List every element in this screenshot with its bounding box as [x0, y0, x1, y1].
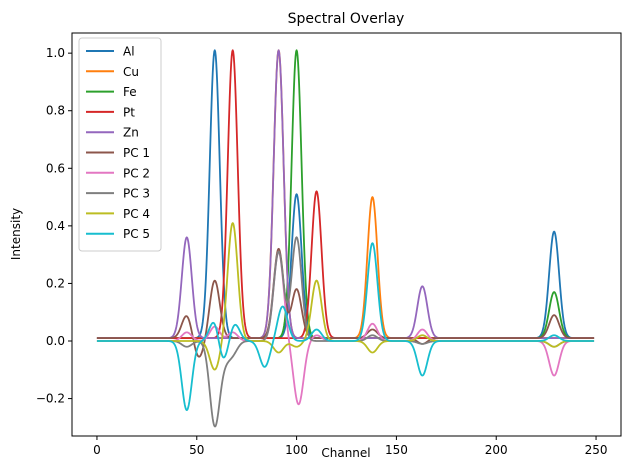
- y-axis: −0.2 0.0 0.2 0.4 0.6 0.8 1.0: [36, 46, 72, 406]
- legend: Al Cu Fe Pt Zn PC 1 PC 2 PC 3 PC 4 PC 5: [78, 37, 162, 252]
- x-tick-label: 150: [385, 443, 408, 457]
- x-tick-label: 100: [285, 443, 308, 457]
- legend-label: PC 5: [123, 227, 150, 241]
- legend-label: Fe: [123, 85, 137, 99]
- legend-label: PC 2: [123, 166, 150, 180]
- y-tick-label: 0.6: [46, 161, 65, 175]
- y-tick-label: 1.0: [46, 46, 65, 60]
- series-line-pc-5: [96, 242, 595, 411]
- legend-label: Cu: [123, 65, 139, 79]
- x-axis: 0 50 100 150 200 250: [93, 436, 607, 457]
- legend-label: Pt: [123, 105, 135, 119]
- legend-label: Zn: [123, 126, 139, 140]
- y-tick-label: 0.2: [46, 276, 65, 290]
- y-tick-label: 0.0: [46, 334, 65, 348]
- x-tick-label: 200: [485, 443, 508, 457]
- legend-label: PC 3: [123, 187, 150, 201]
- x-tick-label: 0: [93, 443, 101, 457]
- legend-label: PC 4: [123, 207, 150, 221]
- y-tick-label: 0.4: [46, 219, 65, 233]
- x-tick-label: 250: [585, 443, 608, 457]
- y-tick-label: 0.8: [46, 104, 65, 118]
- x-tick-label: 50: [189, 443, 204, 457]
- y-tick-label: −0.2: [36, 392, 65, 406]
- plot-frame: [71, 32, 622, 437]
- legend-label: Al: [123, 45, 135, 59]
- legend-label: PC 1: [123, 146, 150, 160]
- x-axis-title: Channel: [321, 446, 370, 460]
- chart-title: Spectral Overlay: [288, 11, 405, 27]
- plot-area: [96, 49, 595, 428]
- series-line-pc-1: [96, 247, 595, 358]
- y-axis-title: Intensity: [9, 208, 23, 260]
